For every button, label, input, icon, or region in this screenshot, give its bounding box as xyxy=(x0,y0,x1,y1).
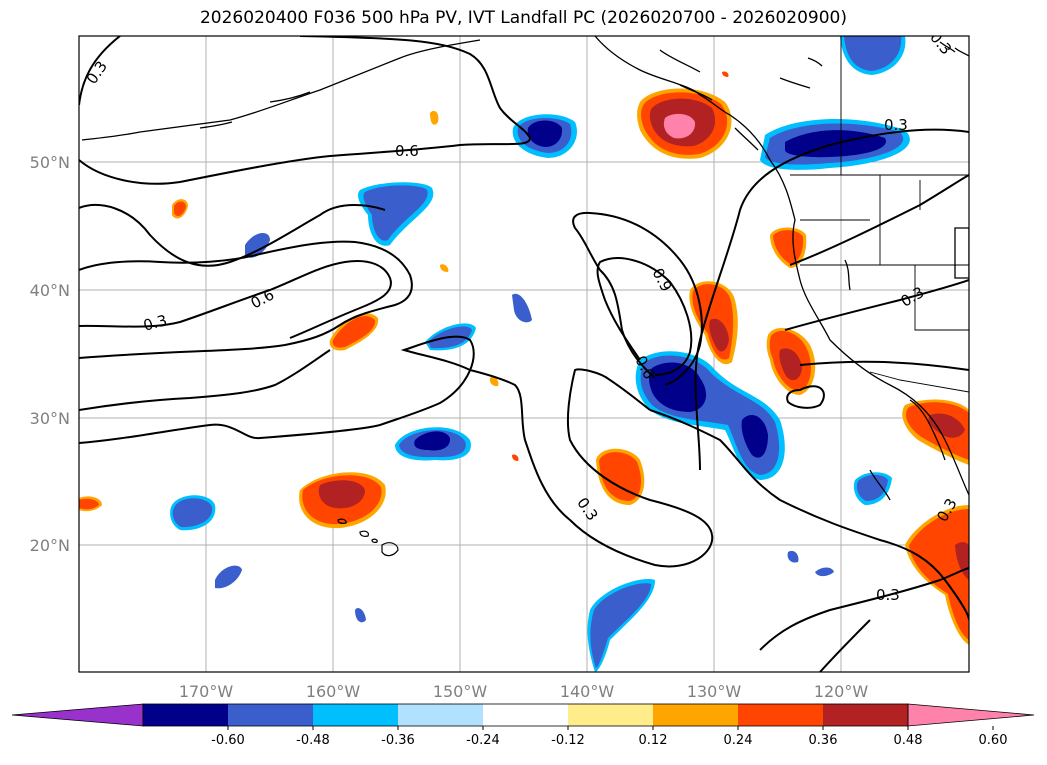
colorbar-tick-label: 0.60 xyxy=(979,733,1008,748)
colorbar-outline xyxy=(142,703,909,727)
contour-label: 0.6 xyxy=(395,142,419,160)
colorbar: -0.60 -0.48 -0.36 -0.24 -0.12 0.12 0.24 0.36 0.4… xyxy=(11,703,1035,748)
coastlines xyxy=(81,36,969,501)
lon-label: 140°W xyxy=(560,682,615,701)
lon-label: 150°W xyxy=(433,682,488,701)
lat-label: 20°N xyxy=(30,536,70,555)
colorbar-segment xyxy=(738,704,823,726)
colorbar-segment xyxy=(398,704,483,726)
contour-label: 0.3 xyxy=(884,116,908,134)
contour-label: 0.3 xyxy=(83,58,111,88)
colorbar-segment xyxy=(483,704,568,726)
hawaii-islands xyxy=(337,518,399,557)
colorbar-extend-low xyxy=(11,703,144,727)
colorbar-segment xyxy=(568,704,653,726)
colorbar-tick-label: 0.24 xyxy=(724,733,753,748)
map-area: 0.3 0.6 0.3 0.6 0.9 0.6 0.3 0.3 0.3 0.3 … xyxy=(79,28,969,672)
pv-contours xyxy=(79,36,969,672)
contour-label: 0.3 xyxy=(926,28,955,58)
contour-label: 0.3 xyxy=(573,494,601,524)
colorbar-segment xyxy=(823,704,908,726)
colorbar-segment xyxy=(228,704,313,726)
positive-pv-anomalies xyxy=(79,71,969,645)
colorbar-tick-label: 0.12 xyxy=(639,733,668,748)
lon-label: 120°W xyxy=(814,682,869,701)
colorbar-tick-label: -0.24 xyxy=(466,733,500,748)
lon-label: 170°W xyxy=(179,682,234,701)
colorbar-tick-label: -0.12 xyxy=(551,733,585,748)
colorbar-segment xyxy=(143,704,228,726)
colorbar-tick-label: -0.60 xyxy=(211,733,245,748)
colorbar-tick-label: 0.48 xyxy=(894,733,923,748)
contour-label: 0.3 xyxy=(898,283,928,311)
map-border xyxy=(78,35,970,673)
map-title: 2026020400 F036 500 hPa PV, IVT Landfall… xyxy=(199,8,847,28)
lon-label: 130°W xyxy=(687,682,742,701)
lat-label: 30°N xyxy=(30,409,70,428)
lat-label: 40°N xyxy=(30,281,70,300)
colorbar-tick-label: -0.48 xyxy=(296,733,330,748)
longitude-labels: 170°W 160°W 150°W 140°W 130°W 120°W xyxy=(179,682,869,701)
latitude-labels: 50°N 40°N 30°N 20°N xyxy=(30,153,70,555)
colorbar-segment xyxy=(653,704,738,726)
lat-label: 50°N xyxy=(30,153,70,172)
borders xyxy=(790,36,969,393)
colorbar-segment xyxy=(313,704,398,726)
lon-label: 160°W xyxy=(306,682,361,701)
contour-label: 0.3 xyxy=(876,586,900,604)
contour-label: 0.3 xyxy=(141,311,169,335)
colorbar-extend-high xyxy=(907,703,1035,727)
colorbar-tick-label: 0.36 xyxy=(809,733,838,748)
colorbar-tick-label: -0.36 xyxy=(381,733,415,748)
